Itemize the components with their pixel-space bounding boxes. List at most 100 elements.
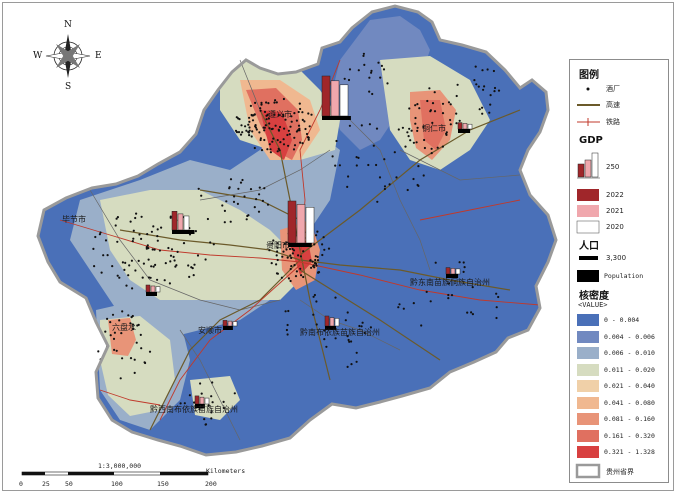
wine-factory-point <box>316 259 320 262</box>
wine-factory-point <box>132 237 135 240</box>
density-class-swatch <box>577 446 599 458</box>
wine-factory-point <box>266 113 269 116</box>
wine-factory-point <box>272 239 275 242</box>
wine-factory-point <box>272 137 275 140</box>
wine-factory-point <box>250 113 253 117</box>
wine-factory-point <box>259 137 262 140</box>
wine-factory-point <box>237 131 241 134</box>
wine-factory-point <box>235 116 238 119</box>
wine-factory-point <box>135 341 138 344</box>
wine-factory-point <box>128 264 131 267</box>
wine-factory-point <box>121 310 124 313</box>
wine-factory-point <box>376 200 379 203</box>
wine-factory-point <box>449 118 452 122</box>
wine-factory-point <box>282 250 285 253</box>
wine-factory-point <box>310 266 313 269</box>
wine-factory-point <box>289 125 292 128</box>
wine-factory-point <box>287 129 290 132</box>
wine-factory-point <box>145 247 148 250</box>
wine-factory-point <box>293 144 297 147</box>
density-class-swatch <box>577 413 599 425</box>
wine-factory-point <box>138 233 141 236</box>
gdp-bar-2022 <box>577 163 585 178</box>
wine-factory-point <box>248 116 251 119</box>
wine-factory-point <box>478 108 481 111</box>
wine-factory-point <box>102 254 105 257</box>
region-label-tongren: 铜仁市 <box>422 124 446 133</box>
population-bar <box>446 274 459 278</box>
wine-factory-point <box>125 284 128 287</box>
wine-factory-point <box>286 256 289 259</box>
wine-factory-point <box>121 261 124 264</box>
wine-factory-point <box>271 242 274 245</box>
wine-factory-point <box>305 132 309 136</box>
gdp-bar <box>222 320 228 327</box>
wine-factory-point <box>135 212 138 215</box>
wine-factory-point <box>416 126 419 129</box>
density-class-swatch <box>577 347 599 359</box>
wine-factory-point <box>286 333 289 336</box>
wine-factory-point <box>156 235 159 238</box>
wine-factory-point <box>299 141 302 144</box>
wine-factory-point <box>173 259 176 262</box>
wine-factory-point <box>114 224 117 227</box>
wine-factory-point <box>254 101 257 104</box>
wine-factory-point <box>255 198 258 201</box>
wine-factory-point <box>270 128 273 131</box>
wine-factory-point <box>94 235 97 239</box>
gdp-bar <box>171 211 178 231</box>
wine-factory-point <box>447 297 450 300</box>
legend-year-2020: 2020 <box>606 223 624 231</box>
wine-factory-point <box>253 113 256 116</box>
wine-factory-point <box>222 406 225 410</box>
gdp-bar <box>467 123 473 130</box>
wine-factory-point <box>315 323 318 326</box>
wine-factory-point <box>148 350 152 353</box>
wine-factory-point <box>127 314 130 317</box>
wine-factory-point <box>297 254 300 257</box>
wine-factory-point <box>248 120 251 123</box>
wine-factory-point <box>331 155 334 158</box>
wine-factory-point <box>474 65 477 68</box>
wine-factory-point <box>430 152 433 155</box>
wine-factory-point <box>497 295 500 299</box>
wine-factory-point <box>182 242 186 245</box>
wine-factory-point <box>414 104 417 107</box>
wine-factory-point <box>278 125 282 129</box>
wine-factory-point <box>343 77 346 80</box>
wine-factory-point <box>346 311 349 314</box>
wine-factory-point <box>429 109 432 112</box>
wine-factory-point <box>375 163 378 167</box>
wine-factory-point <box>449 103 452 106</box>
wine-factory-point <box>167 246 170 250</box>
prefecture-boundaries <box>89 59 521 441</box>
wine-factory-point <box>283 127 286 130</box>
region-charts <box>145 75 473 408</box>
wine-factory-point <box>253 146 256 150</box>
scale-ratio: 1:3,000,000 <box>98 462 142 470</box>
gdp-bar <box>194 395 200 405</box>
legend-population-scale: 3,300 <box>606 254 627 262</box>
scale-tick-label: 25 <box>42 480 50 488</box>
wine-factory-point <box>409 139 412 142</box>
wine-factory-point <box>488 111 491 114</box>
wine-factory-point <box>383 185 387 188</box>
density-class-range: 0.006 - 0.010 <box>604 349 655 357</box>
wine-factory-point <box>257 210 261 213</box>
wine-factory-point <box>139 333 142 336</box>
wine-factory-point <box>481 69 484 72</box>
wine-factory-point <box>132 327 135 331</box>
wine-factory-point <box>141 276 144 279</box>
wine-factory-point <box>433 91 436 94</box>
region-label-qiannan: 黔南布依族苗族自治州 <box>300 328 380 337</box>
wine-factory-point <box>249 104 252 107</box>
wine-factory-point <box>415 141 418 144</box>
wine-factory-point <box>133 371 136 374</box>
wine-factory-point <box>307 136 310 139</box>
wine-factory-point <box>414 116 417 120</box>
gdp-bar <box>296 204 306 244</box>
wine-factory-point <box>176 250 179 253</box>
gdp-bar <box>339 84 349 117</box>
wine-factory-point <box>425 290 428 293</box>
wine-factory-point <box>291 252 294 255</box>
